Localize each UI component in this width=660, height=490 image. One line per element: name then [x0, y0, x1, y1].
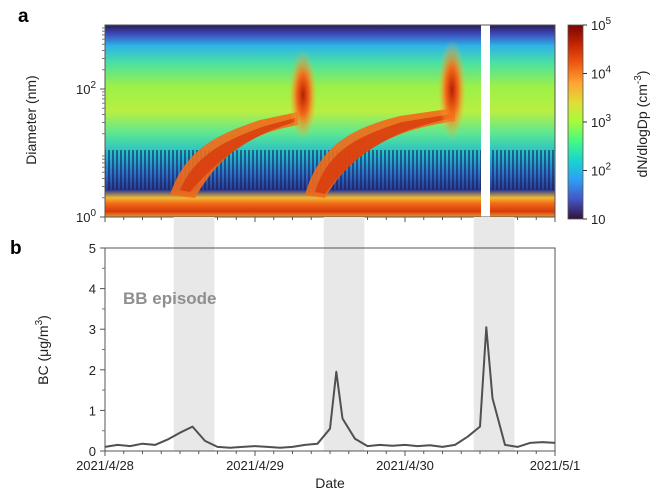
- bc-y-tick-label: 1: [89, 403, 96, 418]
- bc-y-tick-label: 2: [89, 363, 96, 378]
- bc-x-axis-label: Date: [315, 475, 345, 490]
- colorbar-tick-label: 10: [591, 212, 605, 227]
- bc-y-ticks: 0 1 2 3 4 5: [89, 241, 105, 459]
- burst-1: [289, 50, 317, 140]
- bc-x-tick-label: 2021/4/28: [76, 458, 134, 473]
- bb-episode-annotation: BB episode: [123, 289, 217, 308]
- heatmap-y-tick-label: 100: [76, 208, 96, 225]
- heatmap-y-ticks: 100 102: [76, 27, 105, 225]
- colorbar-tick-label: 102: [591, 162, 611, 179]
- bc-y-tick-label: 4: [89, 282, 96, 297]
- colorbar: [567, 24, 584, 220]
- bb-episode-band: [323, 217, 365, 451]
- colorbar-ticks: 10 102 103 104 105: [583, 16, 611, 227]
- bc-series-line: [104, 326, 556, 449]
- bc-x-tick-label: 2021/5/1: [530, 458, 581, 473]
- burst-2: [438, 40, 466, 140]
- bc-x-tick-label: 2021/4/30: [376, 458, 434, 473]
- bb-episode-band: [173, 217, 215, 451]
- panel-label-b: b: [10, 238, 22, 259]
- growth-banana-2-core: [315, 114, 452, 194]
- colorbar-tick-label: 104: [591, 65, 611, 82]
- heatmap-panel: [105, 25, 555, 217]
- heatmap-y-tick-label: 102: [76, 80, 96, 97]
- bb-episode-shading: [173, 217, 515, 451]
- bc-y-tick-label: 0: [89, 444, 96, 459]
- heatmap-data-gap: [481, 25, 490, 217]
- bc-x-tick-label: 2021/4/29: [226, 458, 284, 473]
- bc-y-tick-label: 5: [89, 241, 96, 256]
- panel-label-a: a: [18, 6, 29, 27]
- bc-x-ticks: 2021/4/28 2021/4/29 2021/4/30 2021/5/1: [76, 451, 580, 473]
- colorbar-label: dN/dlogDp (cm-3): [633, 71, 650, 178]
- colorbar-tick-label: 105: [591, 16, 611, 33]
- bc-y-tick-label: 3: [89, 322, 96, 337]
- growth-banana-1-core: [180, 118, 295, 192]
- colorbar-tick-label: 103: [591, 113, 611, 130]
- heatmap-y-axis-label: Diameter (nm): [23, 75, 39, 164]
- bc-y-axis-label: BC (μg/m3): [34, 315, 51, 385]
